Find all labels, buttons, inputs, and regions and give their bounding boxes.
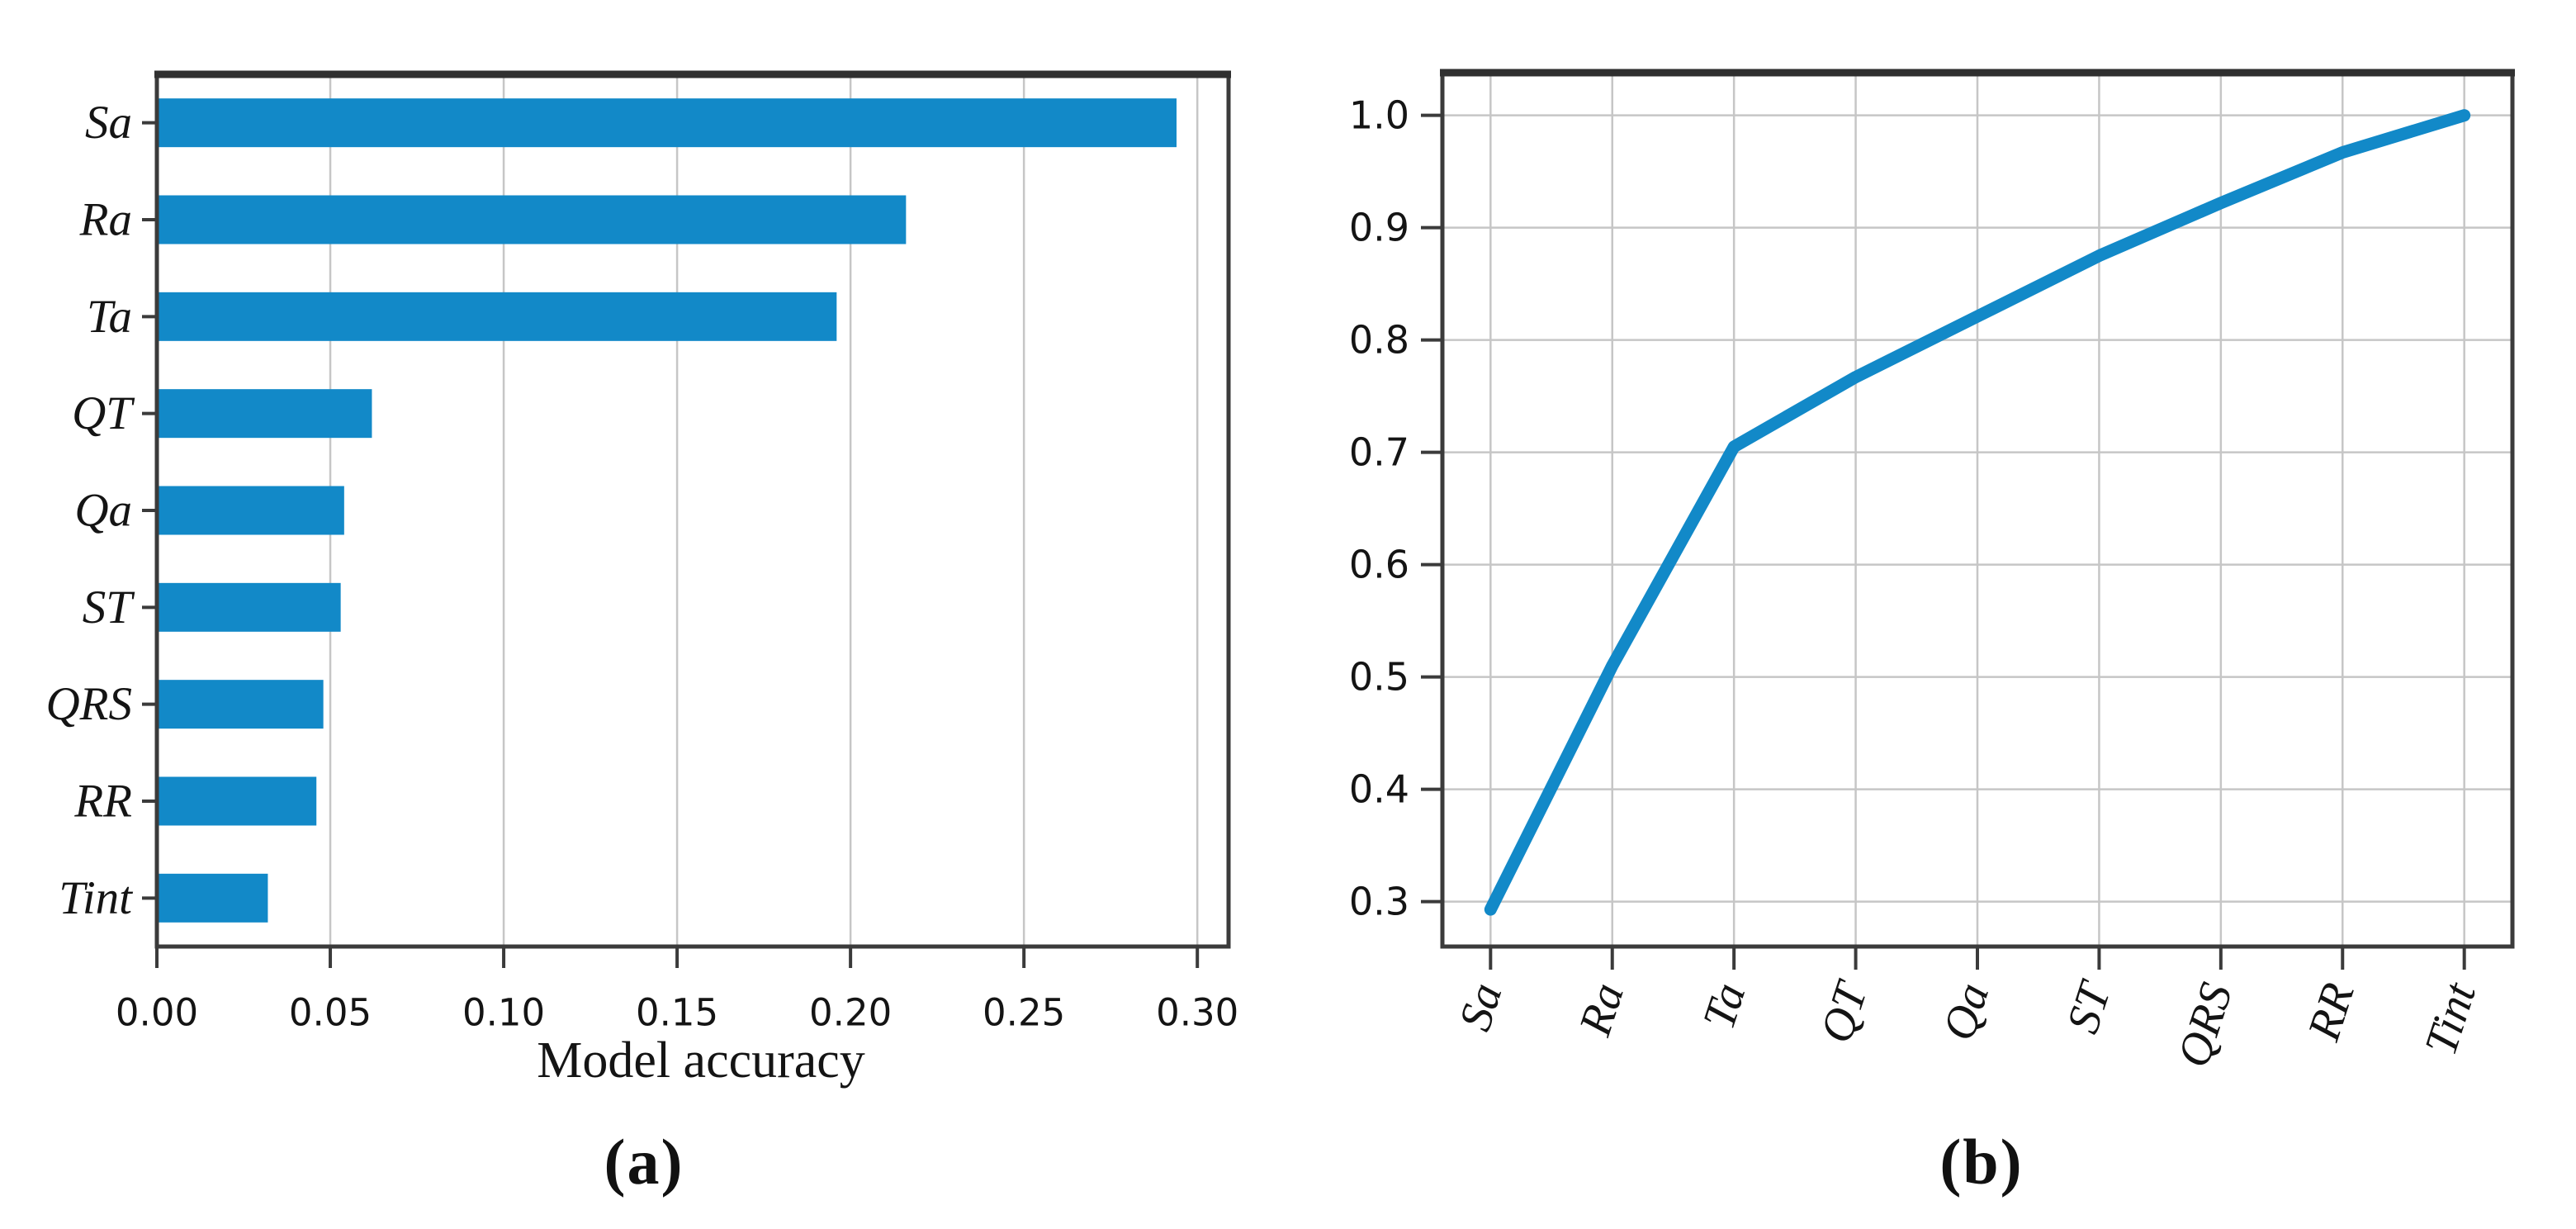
x-axis-label: Model accuracy [537,1032,865,1089]
ytick-label: 0.5 [1349,655,1409,700]
bar-QRS [157,680,324,729]
caption-a: (a) [604,1126,684,1198]
category-label: RR [2298,977,2364,1047]
xtick-label: 0.15 [636,991,718,1035]
ytick-label: 0.9 [1349,206,1409,250]
ytick-label: 0.8 [1349,318,1409,363]
ytick-label: 1.0 [1349,93,1409,138]
category-label: Sa [85,97,132,149]
bar-Qa [157,486,344,535]
xtick-label: 0.30 [1156,991,1238,1035]
bar-Ra [157,195,907,244]
category-label: QRS [46,678,132,730]
category-label: Ta [1693,977,1756,1036]
category-label: QT [72,387,135,439]
ytick-label: 0.3 [1349,880,1409,924]
category-label: QT [1811,974,1878,1049]
bar-Sa [157,98,1177,148]
category-label: Ta [87,291,132,343]
category-label: Sa [1449,977,1512,1037]
xtick-label: 0.20 [809,991,892,1035]
ytick-label: 0.6 [1349,543,1409,587]
cumulative-accuracy-line [1484,109,2471,916]
category-label: Qa [74,485,132,537]
category-label: Qa [1933,977,1999,1046]
bar-Ta [157,292,837,341]
xtick-label: 0.10 [462,991,545,1035]
bar-Tint [157,873,268,923]
category-label: ST [2057,974,2122,1039]
bar-RR [157,776,317,826]
category-label: Ra [1570,977,1635,1042]
category-label: QRS [2168,977,2243,1074]
category-label: ST [83,581,136,633]
bar-ST [157,582,341,632]
caption-b: (b) [1939,1126,2024,1198]
category-label: Ra [79,194,132,246]
xtick-label: 0.05 [289,991,372,1035]
panel-a-bar-chart: Sa Ra Ta QT Qa ST QRS RR Tint 0.00 0.05 0.10 0.15 0.2… [46,70,1238,1089]
xtick-label: 0.00 [116,991,198,1035]
bar-QT [157,389,372,439]
category-label: Tint [59,872,133,924]
xtick-label: 0.25 [983,991,1065,1035]
ytick-label: 0.7 [1349,430,1409,475]
ytick-label: 0.4 [1349,767,1409,812]
category-label: RR [73,776,132,828]
category-label: Tint [2415,975,2486,1061]
panel-b-line-chart: 0.3 0.4 0.5 0.6 0.7 0.8 0.9 1.0 Sa Ra Ta QT Qa ST QRS R… [1349,69,2515,1074]
